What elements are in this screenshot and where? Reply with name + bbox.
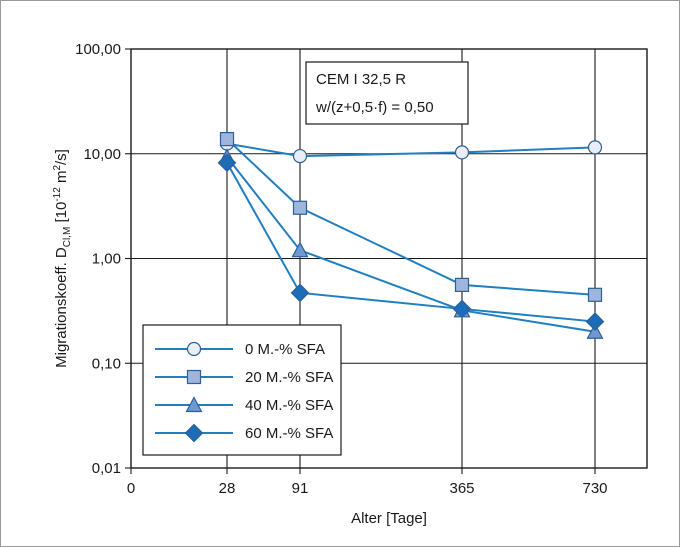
- x-axis-title: Alter [Tage]: [351, 510, 427, 527]
- series-3: [217, 153, 605, 331]
- series-3-point-0: [217, 153, 237, 173]
- y-tick-label-4: 100,00: [75, 41, 121, 58]
- x-tick-label-2: 91: [292, 480, 309, 497]
- legend-item-3: 60 M.-% SFA: [155, 423, 333, 443]
- legend-item-1-marker: [186, 369, 202, 385]
- y-axis-title-unit-mid: m: [53, 171, 70, 188]
- x-tick-label-3: 365: [449, 480, 474, 497]
- y-axis-title-unit-open: [10: [53, 202, 70, 227]
- series-0-line: [226, 142, 596, 158]
- series-1-point-0: [219, 131, 235, 147]
- series-3-point-3: [585, 312, 605, 331]
- y-axis-title-unit-exponent-2: 2: [52, 165, 63, 171]
- annotation-line-1: CEM I 32,5 R: [316, 71, 406, 88]
- series-1-point-2: [454, 277, 470, 292]
- x-tick-label-1: 28: [219, 480, 236, 497]
- legend-item-2: 40 M.-% SFA: [155, 396, 333, 414]
- series-1-point-1: [292, 200, 308, 215]
- y-tick-label-1: 0,10: [92, 355, 121, 372]
- annotation-box: CEM I 32,5 R w/(z+0,5·f) = 0,50: [305, 61, 469, 125]
- series-0-point-1: [292, 148, 308, 164]
- series-0-point-2: [454, 145, 470, 160]
- x-tick-label-0: 0: [127, 480, 135, 497]
- y-tick-label-2: 1,00: [92, 251, 121, 268]
- annotation-frame: [305, 61, 469, 125]
- legend-item-3-label: 60 M.-% SFA: [245, 425, 333, 442]
- series-3-line: [226, 162, 596, 323]
- legend-item-3-marker: [184, 423, 204, 443]
- series-2-point-3: [586, 322, 604, 339]
- series-3-point-2: [452, 299, 472, 319]
- y-axis-title-unit-exponent: -12: [52, 187, 63, 202]
- y-axis-title-main: Migrationskoeff. D: [53, 247, 70, 368]
- legend-item-0-marker: [186, 341, 202, 357]
- series-1: [219, 131, 603, 302]
- series-1-point-3: [587, 287, 603, 302]
- legend-item-2-label: 40 M.-% SFA: [245, 397, 333, 414]
- series-2-point-1: [291, 241, 309, 258]
- y-tick-label-0: 0,01: [92, 460, 121, 477]
- series-layer: [217, 131, 605, 339]
- x-tick-label-4: 730: [582, 480, 607, 497]
- legend-item-2-marker: [185, 396, 203, 413]
- series-0-point-3: [587, 140, 603, 155]
- series-3-point-1: [290, 283, 310, 303]
- annotation-line-2: w/(z+0,5·f) = 0,50: [315, 99, 434, 116]
- legend-item-0: 0 M.-% SFA: [155, 341, 325, 358]
- legend: 0 M.-% SFA 20 M.-% SFA 40 M.-% SFA 60 M.-% …: [142, 324, 342, 456]
- legend-item-1-label: 20 M.-% SFA: [245, 369, 333, 386]
- series-2-line: [226, 156, 596, 333]
- series-0: [219, 136, 603, 164]
- series-1-line: [226, 138, 596, 296]
- legend-item-0-label: 0 M.-% SFA: [245, 341, 325, 358]
- y-tick-label-3: 10,00: [83, 146, 121, 163]
- y-axis-title-subscript: Cl,M: [62, 227, 73, 248]
- legend-item-1: 20 M.-% SFA: [155, 369, 333, 386]
- y-axis-title: Migrationskoeff. DCl,M [10-12 m2/s]: [52, 149, 73, 368]
- y-axis-ticks: 0,01 0,10 1,00 10,00 100,00: [75, 41, 131, 477]
- y-axis-title-unit-close: /s]: [53, 149, 70, 165]
- x-axis-ticks: 0 28 91 365 730: [127, 468, 608, 497]
